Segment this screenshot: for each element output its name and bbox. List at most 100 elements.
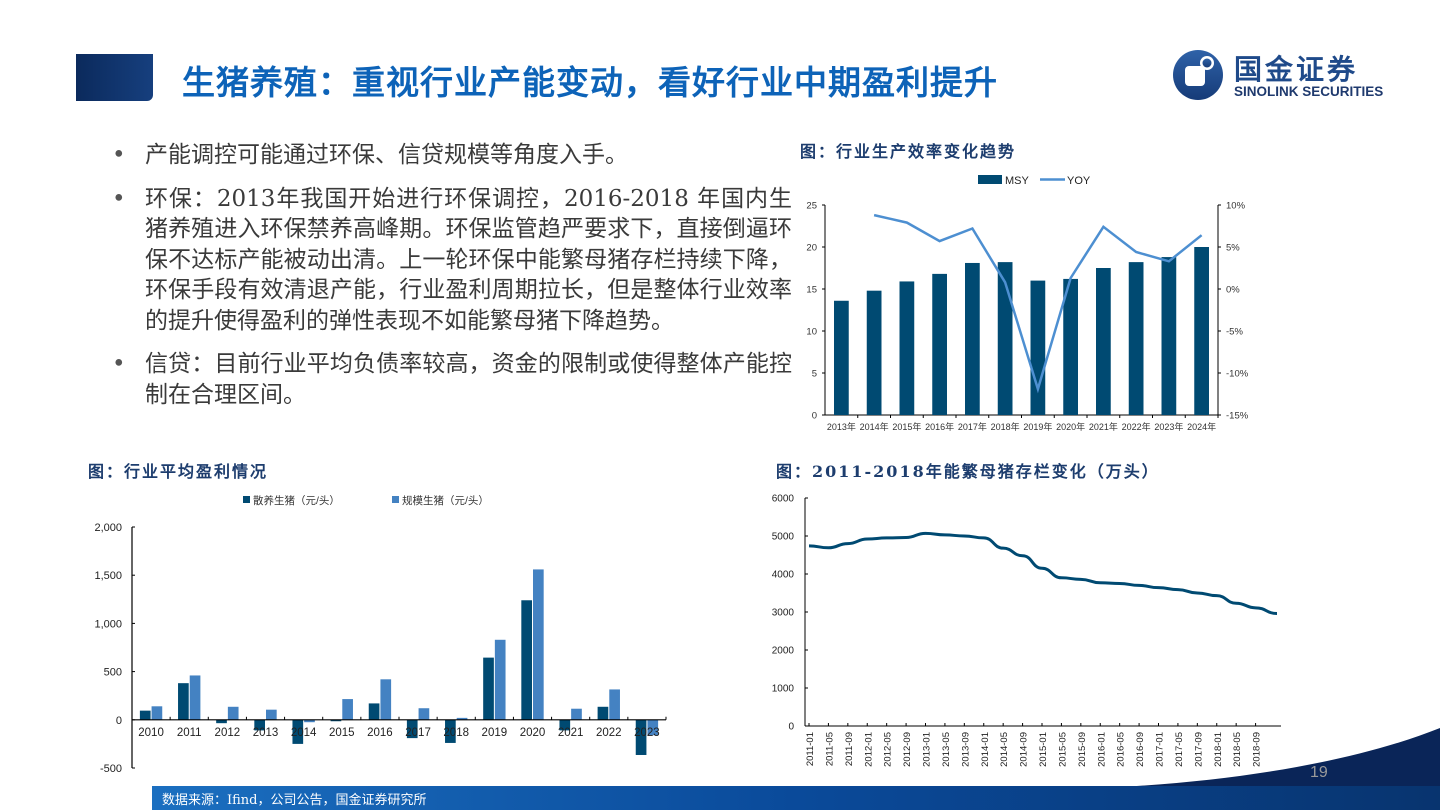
svg-text:YOY: YOY bbox=[1067, 175, 1091, 187]
svg-text:2015: 2015 bbox=[329, 727, 355, 739]
svg-text:规模生猪（元/头）: 规模生猪（元/头） bbox=[402, 494, 489, 507]
svg-text:2018-01: 2018-01 bbox=[1213, 732, 1224, 767]
efficiency-chart: MSY YOY 0 5 10 15 20 25 -15% -10% -5% 0% 5% 10% 2013年 2… bbox=[806, 175, 1249, 432]
svg-text:2014-01: 2014-01 bbox=[980, 732, 991, 767]
svg-text:1,000: 1,000 bbox=[94, 618, 122, 630]
guimo-bar bbox=[189, 675, 201, 720]
msy-bar bbox=[1194, 247, 1209, 415]
msy-bar bbox=[1030, 280, 1046, 415]
svg-text:0: 0 bbox=[812, 411, 817, 422]
svg-text:1,500: 1,500 bbox=[94, 570, 122, 582]
guimo-bar bbox=[342, 699, 353, 720]
svg-text:MSY: MSY bbox=[1005, 175, 1030, 187]
svg-text:-15%: -15% bbox=[1226, 411, 1249, 422]
guimo-bar bbox=[609, 689, 620, 720]
svg-text:2016年: 2016年 bbox=[925, 421, 954, 432]
guimo-bar bbox=[571, 708, 582, 720]
sanyang-bar bbox=[521, 600, 532, 720]
svg-text:2011-05: 2011-05 bbox=[824, 732, 835, 766]
svg-text:5%: 5% bbox=[1226, 243, 1240, 254]
msy-bar bbox=[834, 300, 849, 415]
svg-text:500: 500 bbox=[104, 667, 122, 679]
svg-text:2016-05: 2016-05 bbox=[1116, 732, 1127, 767]
guimo-bar bbox=[304, 719, 315, 723]
svg-text:2000: 2000 bbox=[772, 646, 795, 657]
svg-text:2,000: 2,000 bbox=[94, 522, 122, 534]
chart-legend: MSY YOY bbox=[978, 175, 1091, 187]
svg-text:-5%: -5% bbox=[1226, 327, 1243, 338]
svg-text:2014年: 2014年 bbox=[860, 421, 889, 432]
svg-text:2013-09: 2013-09 bbox=[960, 732, 971, 767]
guimo-bar bbox=[494, 639, 506, 720]
svg-text:2015-09: 2015-09 bbox=[1077, 732, 1088, 767]
page-title: 生猪养殖：重视行业产能变动，看好行业中期盈利提升 bbox=[182, 63, 998, 102]
sanyang-bar bbox=[330, 719, 342, 722]
data-source-note: 数据来源：Ifind，公司公告，国金证券研究所 bbox=[162, 793, 427, 808]
svg-text:2015年: 2015年 bbox=[892, 421, 921, 432]
svg-text:0%: 0% bbox=[1226, 285, 1240, 296]
svg-text:2013-05: 2013-05 bbox=[941, 732, 952, 767]
svg-text:2018-05: 2018-05 bbox=[1232, 732, 1243, 767]
svg-text:2016-01: 2016-01 bbox=[1096, 732, 1107, 767]
svg-text:2012-05: 2012-05 bbox=[883, 732, 894, 767]
svg-text:2023年: 2023年 bbox=[1154, 421, 1183, 432]
svg-text:15: 15 bbox=[806, 285, 817, 296]
guimo-bar bbox=[380, 679, 392, 720]
svg-text:10%: 10% bbox=[1226, 201, 1246, 212]
svg-text:2022年: 2022年 bbox=[1122, 421, 1151, 432]
guimo-bar bbox=[227, 706, 239, 720]
guimo-bar bbox=[456, 717, 468, 720]
svg-text:-500: -500 bbox=[100, 763, 122, 775]
svg-text:2011-09: 2011-09 bbox=[844, 732, 855, 766]
svg-text:2011-01: 2011-01 bbox=[805, 732, 816, 766]
svg-text:2011: 2011 bbox=[177, 727, 202, 739]
svg-text:5000: 5000 bbox=[772, 532, 795, 543]
svg-text:6000: 6000 bbox=[772, 494, 795, 505]
svg-text:2014: 2014 bbox=[291, 727, 317, 739]
msy-bar bbox=[1128, 262, 1144, 415]
svg-text:5: 5 bbox=[812, 369, 817, 380]
profit-chart: 散养生猪（元/头） 规模生猪（元/头） -500 0 500 1,000 1,500 2,00… bbox=[94, 494, 667, 775]
svg-text:2010: 2010 bbox=[138, 727, 164, 739]
svg-text:2013年: 2013年 bbox=[827, 421, 856, 432]
svg-text:2013: 2013 bbox=[253, 727, 279, 739]
profit-chart-title: 图：行业平均盈利情况 bbox=[88, 462, 269, 481]
svg-text:2024年: 2024年 bbox=[1187, 421, 1216, 432]
svg-text:4000: 4000 bbox=[772, 570, 795, 581]
msy-bar bbox=[866, 290, 882, 415]
svg-text:2020年: 2020年 bbox=[1056, 421, 1085, 432]
logo-chinese-name: 国金证券 bbox=[1234, 53, 1359, 86]
svg-text:2021年: 2021年 bbox=[1089, 421, 1118, 432]
svg-text:-10%: -10% bbox=[1226, 369, 1249, 380]
msy-bar bbox=[997, 262, 1013, 415]
yoy-line bbox=[873, 213, 1203, 394]
msy-bar bbox=[1161, 257, 1177, 415]
sanyang-bar bbox=[139, 710, 151, 720]
bullet-list: 产能调控可能通过环保、信贷规模等角度入手。 环保：2013年我国开始进行环保调控… bbox=[112, 140, 792, 423]
guimo-bar bbox=[266, 709, 277, 720]
sanyang-bar bbox=[216, 719, 227, 724]
svg-text:2016-09: 2016-09 bbox=[1135, 732, 1146, 767]
svg-text:2012-09: 2012-09 bbox=[902, 732, 913, 767]
guimo-bar bbox=[151, 706, 163, 720]
svg-text:2014-09: 2014-09 bbox=[1019, 732, 1030, 767]
sanyang-bar bbox=[597, 706, 609, 720]
sows-chart-title: 图：2011-2018年能繁母猪存栏变化（万头） bbox=[776, 462, 1160, 481]
svg-text:2020: 2020 bbox=[520, 727, 546, 739]
svg-text:2021: 2021 bbox=[558, 727, 584, 739]
sows-line bbox=[808, 531, 1278, 616]
svg-text:2018-09: 2018-09 bbox=[1252, 732, 1263, 767]
svg-text:20: 20 bbox=[806, 243, 817, 254]
svg-text:2017-05: 2017-05 bbox=[1174, 732, 1185, 767]
svg-text:0: 0 bbox=[116, 715, 122, 727]
bullet-item: 环保：2013年我国开始进行环保调控，2016-2018 年国内生猪养殖进入环保… bbox=[112, 184, 792, 337]
sanyang-bar bbox=[406, 719, 418, 739]
svg-text:2017: 2017 bbox=[405, 727, 431, 739]
msy-bar bbox=[899, 281, 915, 415]
svg-text:2019年: 2019年 bbox=[1023, 421, 1052, 432]
msy-bar bbox=[932, 273, 947, 415]
msy-bar bbox=[965, 262, 980, 415]
svg-text:2012-01: 2012-01 bbox=[863, 732, 874, 767]
msy-bar bbox=[1096, 268, 1111, 415]
sinolink-logo-icon bbox=[1173, 50, 1223, 100]
